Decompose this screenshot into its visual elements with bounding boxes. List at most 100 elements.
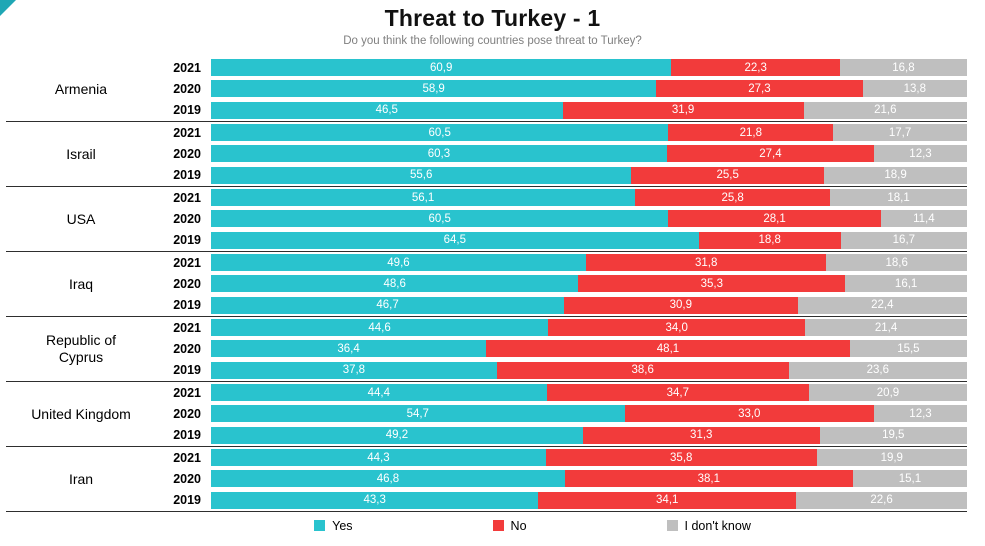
chart-row: 2019 64,5 18,8 16,7 — [156, 230, 967, 251]
value-label: 55,6 — [409, 169, 433, 182]
year-label: 2020 — [173, 211, 201, 226]
value-label: 37,8 — [342, 364, 366, 377]
country-group: USA 2021 56,1 25,8 18,1 2020 60,5 28,1 11,4 2019 6… — [6, 187, 967, 252]
bar-segment-yes: 36,4 — [211, 340, 487, 358]
legend-label: Yes — [332, 518, 353, 533]
corner-decoration-icon — [0, 0, 16, 16]
value-label: 44,4 — [367, 386, 391, 399]
value-label: 46,5 — [375, 104, 398, 117]
stacked-bar: 43,3 34,1 22,6 — [211, 491, 967, 509]
value-label: 16,7 — [892, 234, 916, 247]
stacked-bar: 37,8 38,6 23,6 — [211, 361, 967, 379]
bar-segment-no: 18,8 — [698, 231, 841, 249]
year-label: 2019 — [173, 103, 201, 118]
legend-label: I don't know — [684, 518, 751, 533]
value-label: 25,5 — [716, 169, 739, 182]
bar-segment-yes: 46,8 — [211, 470, 565, 488]
stacked-bar: 49,2 31,3 19,5 — [211, 426, 967, 444]
bar-segment-dont-know: 15,1 — [852, 470, 967, 488]
value-label: 38,6 — [631, 364, 654, 377]
year-label: 2021 — [173, 60, 201, 75]
value-label: 12,3 — [909, 147, 932, 160]
value-label: 18,8 — [758, 234, 781, 247]
year-label: 2020 — [173, 341, 201, 356]
year-label: 2020 — [173, 81, 201, 96]
country-group: Armenia 2021 60,9 22,3 16,8 2020 58,9 27,3 13,8 2… — [6, 57, 967, 122]
country-group: United Kingdom 2021 44,4 34,7 20,9 2020 54,7 33… — [6, 382, 967, 447]
value-label: 21,6 — [874, 104, 897, 117]
country-rows: 2021 60,9 22,3 16,8 2020 58,9 27,3 13,8 2019 46,5… — [156, 57, 967, 121]
chart-row: 2020 58,9 27,3 13,8 — [156, 78, 967, 99]
year-label: 2021 — [173, 320, 201, 335]
year-label: 2021 — [173, 190, 201, 205]
bar-segment-yes: 60,5 — [211, 210, 669, 228]
bar-segment-yes: 49,2 — [211, 426, 583, 444]
bar-segment-no: 31,3 — [582, 426, 820, 444]
stacked-bar: 44,4 34,7 20,9 — [211, 384, 967, 402]
value-label: 34,7 — [666, 386, 690, 399]
country-label: Israil — [66, 145, 96, 162]
stacked-bar: 46,8 38,1 15,1 — [211, 470, 967, 488]
value-label: 18,9 — [884, 169, 907, 182]
value-label: 21,8 — [739, 126, 762, 139]
bar-segment-no: 38,1 — [564, 470, 853, 488]
value-label: 17,7 — [888, 126, 912, 139]
bar-segment-no: 38,6 — [496, 361, 789, 379]
country-rows: 2021 44,3 35,8 19,9 2020 46,8 38,1 15,1 2019 43,3… — [156, 447, 967, 511]
chart-row: 2021 44,4 34,7 20,9 — [156, 382, 967, 403]
country-rows: 2021 60,5 21,8 17,7 2020 60,3 27,4 12,3 2019 55,6… — [156, 122, 967, 186]
value-label: 15,5 — [897, 342, 920, 355]
value-label: 27,3 — [748, 82, 771, 95]
bar-segment-dont-know: 17,7 — [833, 124, 967, 142]
legend-swatch — [314, 520, 326, 532]
value-label: 23,6 — [866, 364, 889, 377]
chart-row: 2020 36,4 48,1 15,5 — [156, 338, 967, 359]
year-label: 2019 — [173, 363, 201, 378]
year-label: 2021 — [173, 255, 201, 270]
chart-row: 2019 49,2 31,3 19,5 — [156, 425, 967, 446]
bar-segment-no: 30,9 — [564, 296, 798, 314]
bar-segment-dont-know: 16,8 — [839, 59, 967, 77]
chart-row: 2019 37,8 38,6 23,6 — [156, 360, 967, 381]
bar-segment-dont-know: 19,5 — [819, 426, 967, 444]
value-label: 58,9 — [422, 82, 445, 95]
value-label: 48,6 — [383, 277, 406, 290]
value-label: 34,1 — [656, 494, 679, 507]
chart-row: 2019 55,6 25,5 18,9 — [156, 165, 967, 186]
bar-segment-dont-know: 18,9 — [824, 166, 967, 184]
value-label: 60,5 — [428, 126, 451, 139]
bar-segment-no: 48,1 — [486, 340, 850, 358]
value-label: 60,5 — [428, 212, 451, 225]
chart-row: 2021 60,5 21,8 17,7 — [156, 122, 967, 143]
bar-segment-dont-know: 15,5 — [849, 340, 967, 358]
bar-segment-no: 27,3 — [656, 80, 863, 98]
legend-item-yes: Yes — [314, 518, 353, 533]
legend-label: No — [510, 518, 527, 533]
bar-segment-no: 21,8 — [668, 124, 834, 142]
value-label: 27,4 — [759, 147, 782, 160]
stacked-bar: 54,7 33,0 12,3 — [211, 405, 967, 423]
chart-row: 2020 60,5 28,1 11,4 — [156, 208, 967, 229]
bar-segment-yes: 43,3 — [211, 491, 539, 509]
stacked-bar: 60,3 27,4 12,3 — [211, 145, 967, 163]
chart-row: 2020 46,8 38,1 15,1 — [156, 468, 967, 489]
value-label: 31,9 — [671, 104, 695, 117]
value-label: 44,3 — [367, 451, 390, 464]
stacked-bar: 60,5 28,1 11,4 — [211, 210, 967, 228]
country-group: Iraq 2021 49,6 31,8 18,6 2020 48,6 35,3 16,1 2019… — [6, 252, 967, 317]
bar-segment-dont-know: 23,6 — [788, 361, 967, 379]
bar-segment-yes: 54,7 — [211, 405, 625, 423]
bar-segment-no: 33,0 — [624, 405, 874, 423]
country-label: Iran — [68, 470, 94, 487]
legend-item-no: No — [492, 518, 527, 533]
bar-segment-dont-know: 19,9 — [816, 449, 967, 467]
value-label: 18,6 — [885, 256, 908, 269]
legend: Yes No I don't know — [0, 519, 985, 533]
stacked-bar: 44,6 34,0 21,4 — [211, 319, 967, 337]
bar-segment-dont-know: 16,1 — [845, 275, 967, 293]
value-label: 16,8 — [892, 61, 915, 74]
bar-segment-no: 22,3 — [671, 59, 840, 77]
value-label: 49,6 — [387, 256, 410, 269]
stacked-bar: 56,1 25,8 18,1 — [211, 189, 967, 207]
